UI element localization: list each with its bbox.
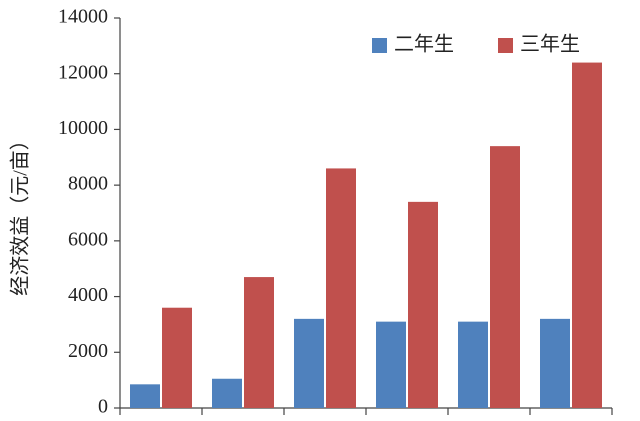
bar: [540, 318, 570, 408]
y-tick-label: 4000: [68, 284, 108, 306]
bar: [458, 321, 488, 408]
y-tick-label: 8000: [68, 173, 108, 195]
bar: [326, 168, 356, 408]
y-tick-label: 0: [98, 396, 108, 418]
legend-label: 二年生: [394, 33, 454, 56]
y-tick-label: 10000: [58, 117, 108, 139]
y-tick-label: 12000: [58, 61, 108, 83]
bar: [294, 318, 324, 408]
bar: [244, 277, 274, 408]
legend-label: 三年生: [520, 33, 580, 56]
y-tick-label: 14000: [58, 6, 108, 28]
bar: [490, 146, 520, 408]
bar: [212, 378, 242, 408]
y-axis-label: 经济效益（元/亩）: [9, 130, 32, 296]
bar: [376, 321, 406, 408]
y-tick-label: 2000: [68, 340, 108, 362]
legend-swatch: [498, 38, 513, 53]
y-tick-label: 6000: [68, 228, 108, 250]
bar: [572, 62, 602, 408]
bar: [162, 307, 192, 408]
bar: [408, 201, 438, 408]
bar: [130, 384, 160, 408]
legend-swatch: [372, 38, 387, 53]
